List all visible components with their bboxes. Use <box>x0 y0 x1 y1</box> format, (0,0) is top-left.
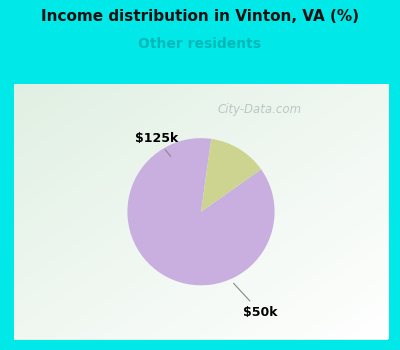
Wedge shape <box>201 139 261 212</box>
Text: $50k: $50k <box>234 283 278 319</box>
Text: Other residents: Other residents <box>138 37 262 51</box>
Wedge shape <box>128 138 274 285</box>
Text: City-Data.com: City-Data.com <box>218 103 302 116</box>
Text: $125k: $125k <box>134 132 178 156</box>
Text: Income distribution in Vinton, VA (%): Income distribution in Vinton, VA (%) <box>41 9 359 24</box>
